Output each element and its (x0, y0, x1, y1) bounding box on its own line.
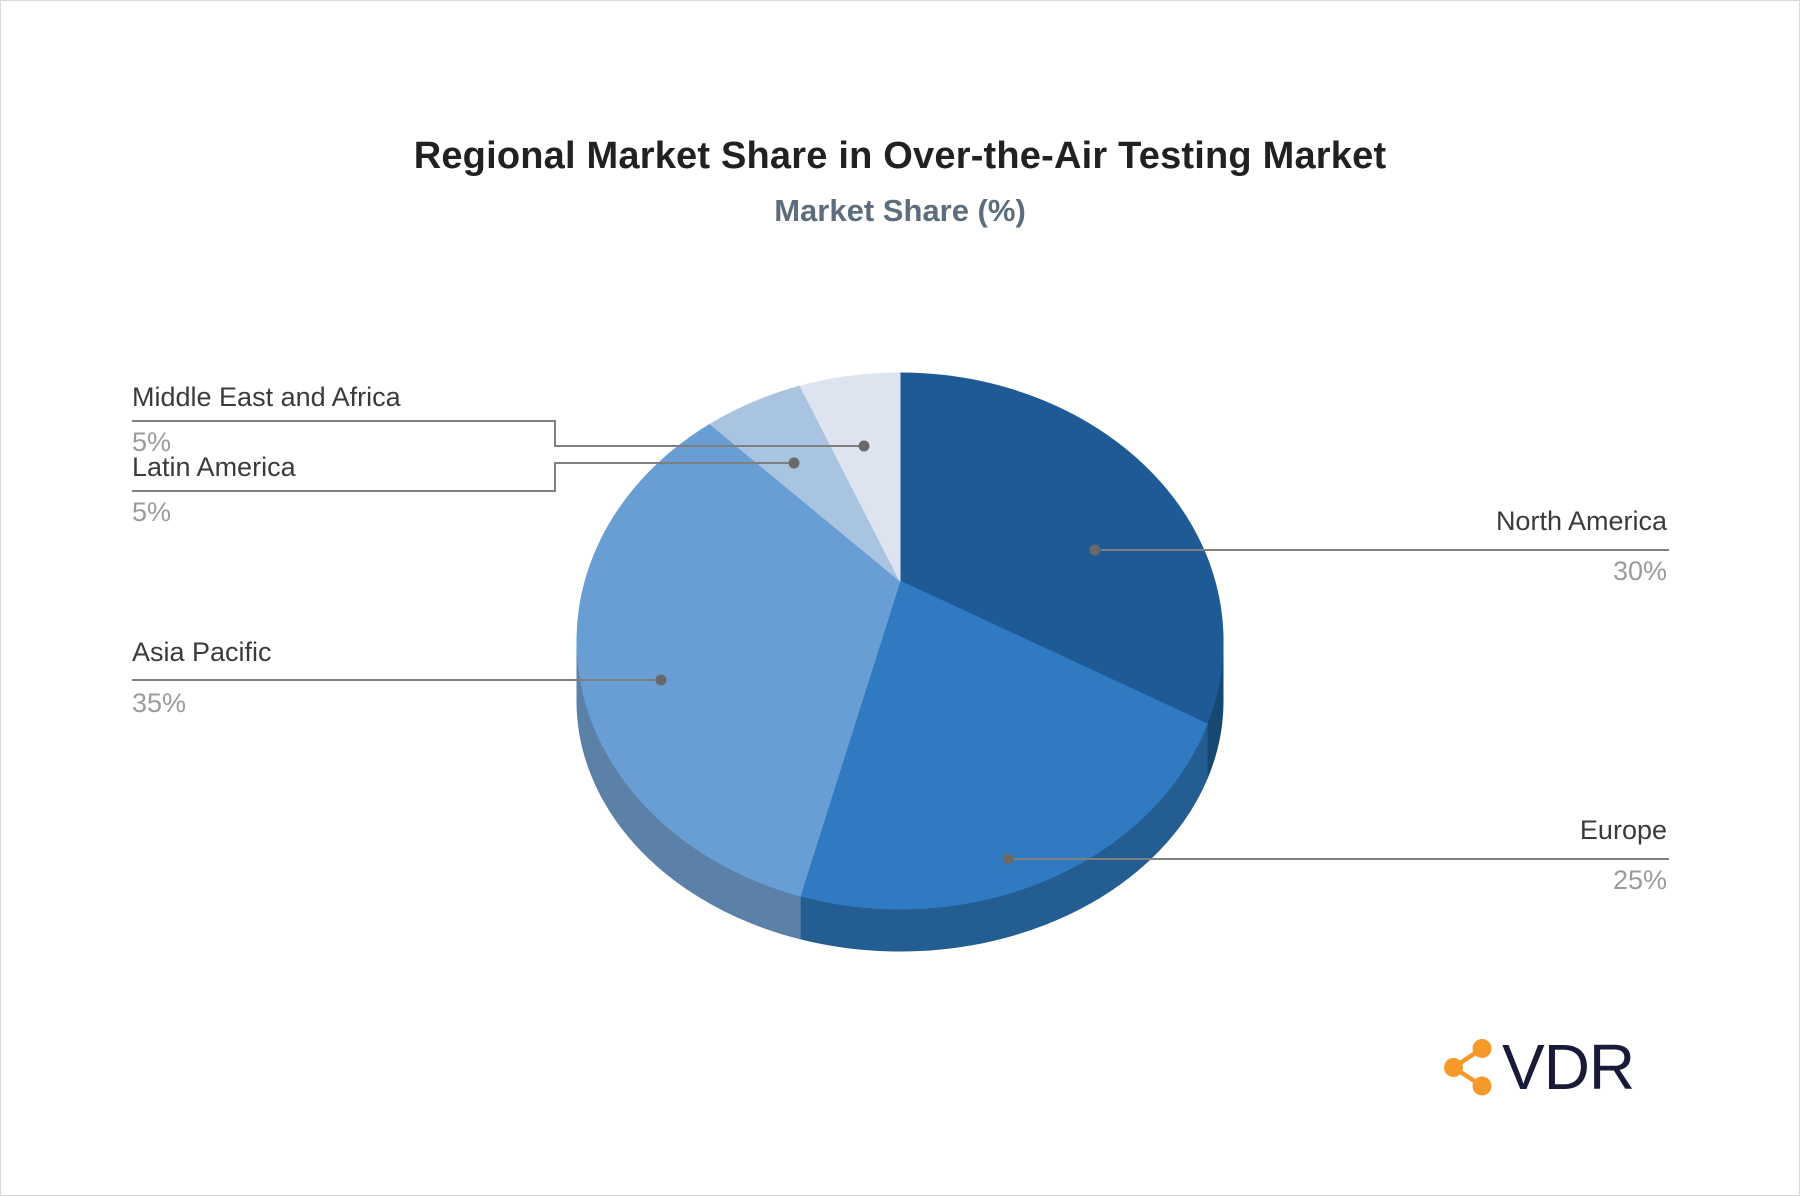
label-north-america: North America (1495, 506, 1667, 536)
value-north-america: 30% (1612, 556, 1667, 586)
pie-slice-asia-pacific[interactable] (576, 423, 901, 897)
chart-subtitle: Market Share (%) (774, 193, 1026, 228)
label-europe: Europe (1579, 815, 1667, 845)
logo-text: VDR (1502, 1031, 1635, 1103)
callout-dots (655, 440, 1101, 865)
chart-title: Regional Market Share in Over-the-Air Te… (413, 135, 1387, 177)
share-network-icon (1444, 1038, 1492, 1095)
label-asia-pacific: Asia Pacific (132, 637, 272, 667)
pie-slice-europe[interactable] (799, 580, 1208, 910)
pie (576, 372, 1224, 952)
value-latin-america: 5% (132, 497, 172, 527)
pie-slice-north-america[interactable] (899, 372, 1224, 725)
callout-dot-north-america (1089, 544, 1101, 556)
label-latin-america: Latin America (132, 452, 296, 482)
vdr-logo: VDR (1444, 1031, 1635, 1103)
callout-dot-latin-america (788, 457, 800, 469)
callout-dot-asia-pacific (655, 674, 667, 686)
callout-line-middle-east-and-africa (132, 420, 859, 447)
value-europe: 25% (1612, 865, 1667, 895)
callout-lines (132, 420, 1669, 860)
value-middle-east-and-africa: 5% (132, 427, 172, 457)
callout-line-latin-america (132, 462, 789, 492)
label-middle-east-and-africa: Middle East and Africa (132, 382, 401, 412)
callout-dot-middle-east-and-africa (858, 440, 870, 452)
value-asia-pacific: 35% (132, 688, 187, 718)
pie-slice-middle-east-and-africa[interactable] (799, 372, 901, 582)
callout-dot-europe (1002, 853, 1014, 865)
